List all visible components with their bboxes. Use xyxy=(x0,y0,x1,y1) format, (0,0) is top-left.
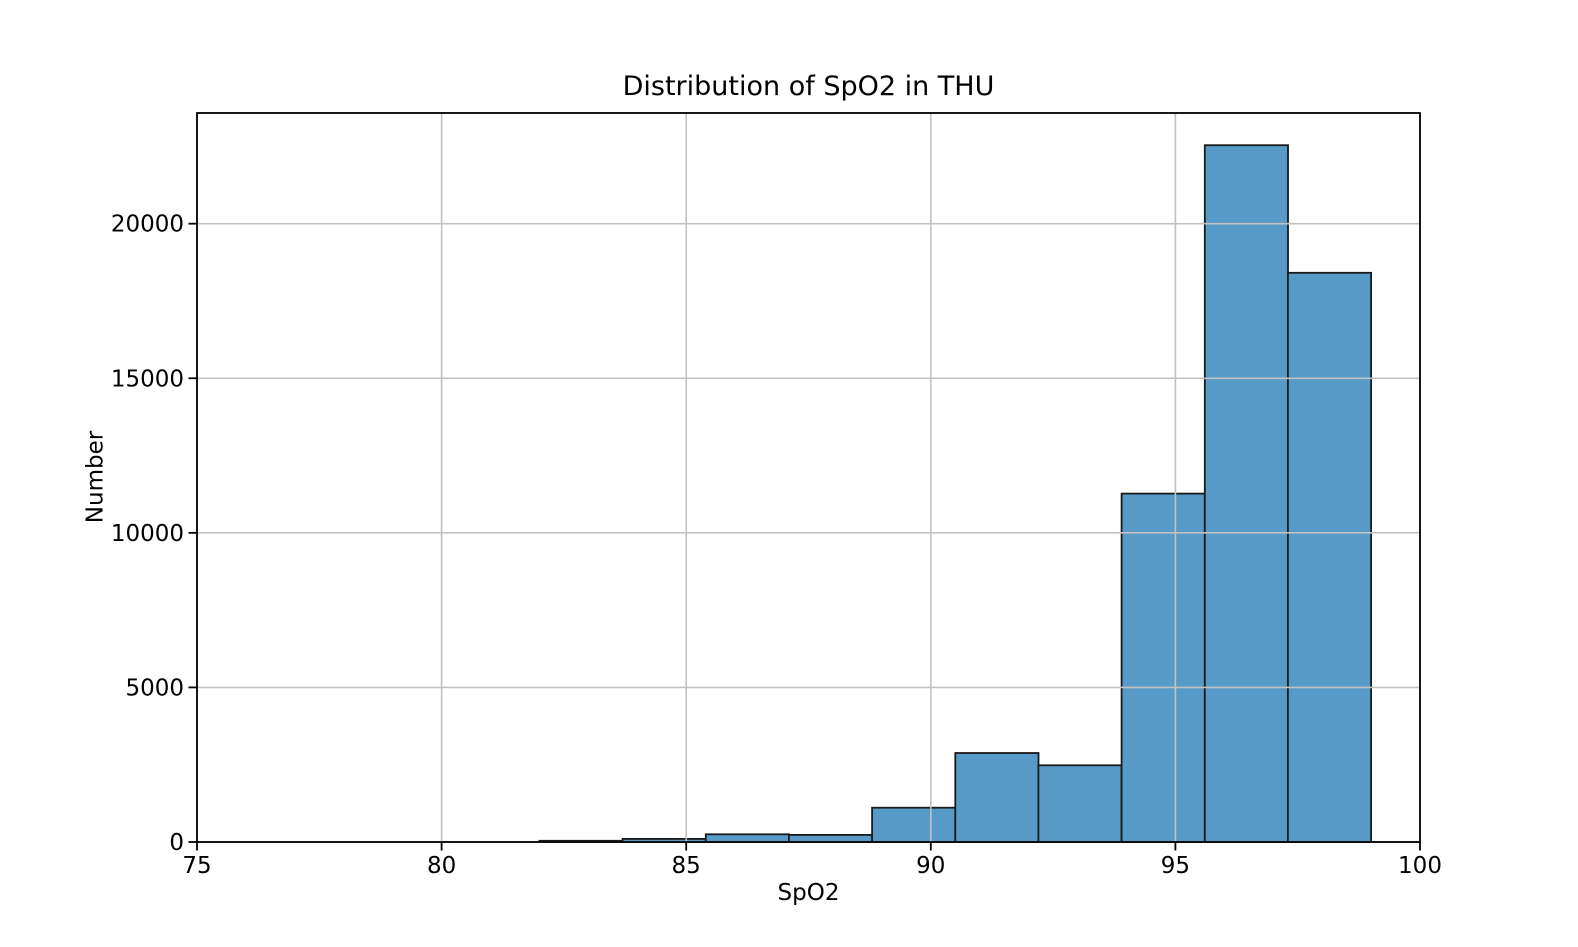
histogram-bar xyxy=(1037,764,1123,843)
y-tick-label: 15000 xyxy=(111,366,184,392)
x-axis-label: SpO2 xyxy=(777,880,840,906)
y-tick-label: 10000 xyxy=(111,521,184,547)
x-tick-label: 85 xyxy=(672,853,701,879)
x-tick-label: 95 xyxy=(1161,853,1190,879)
x-tick-label: 90 xyxy=(916,853,945,879)
chart-title: Distribution of SpO2 in THU xyxy=(622,71,995,102)
histogram-bar xyxy=(1120,492,1206,843)
histogram-bar xyxy=(1287,271,1373,843)
y-axis-label: Number xyxy=(82,430,109,524)
y-tick-label: 0 xyxy=(169,830,184,856)
histogram-bar xyxy=(1203,144,1289,843)
histogram-bar xyxy=(954,752,1040,843)
x-tick-label: 80 xyxy=(427,853,456,879)
y-tick-label: 20000 xyxy=(111,212,184,238)
x-tick-label: 100 xyxy=(1398,853,1442,879)
y-tick-label: 5000 xyxy=(125,675,184,701)
histogram-bar xyxy=(871,806,957,843)
plot-border xyxy=(196,112,1421,843)
x-tick-label: 75 xyxy=(182,853,211,879)
histogram-bar xyxy=(788,834,874,843)
histogram-bar xyxy=(704,833,790,843)
